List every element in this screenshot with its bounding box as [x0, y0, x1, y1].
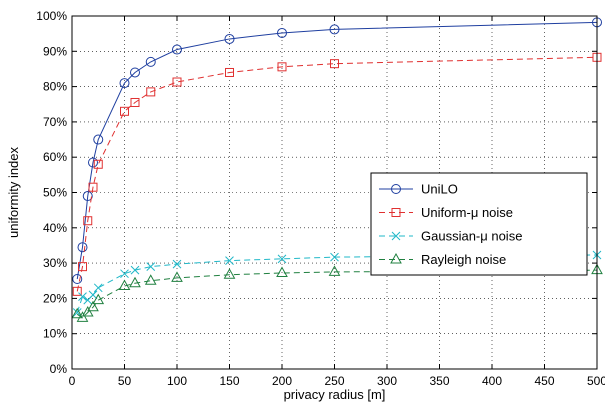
legend: UniLO Uniform-μ noise Gaussian-μ noise Rayl…: [370, 172, 588, 276]
data-point: [225, 67, 234, 77]
x-tick-label: 100: [167, 374, 187, 388]
data-point: [129, 276, 141, 288]
y-tick-label: 90%: [43, 44, 67, 58]
data-point: [145, 56, 156, 67]
data-point: [329, 24, 340, 35]
data-point: [76, 311, 89, 322]
y-tick-label: 20%: [43, 291, 67, 305]
data-point: [120, 269, 129, 279]
data-point: [130, 97, 140, 107]
y-tick-label: 40%: [43, 221, 67, 235]
x-tick-label: 0: [69, 374, 76, 388]
data-point: [172, 77, 182, 87]
x-tick-label: 300: [377, 374, 397, 388]
data-point: [277, 62, 287, 72]
x-tick-label: 150: [219, 374, 239, 388]
data-point: [172, 259, 182, 269]
data-point: [72, 308, 82, 317]
data-point: [88, 290, 98, 300]
x-tick-label: 250: [324, 374, 344, 388]
legend-marker: [390, 252, 402, 264]
data-point: [81, 305, 94, 317]
data-point: [130, 67, 140, 78]
legend-label: Rayleigh noise: [421, 252, 506, 267]
legend-marker: [391, 231, 401, 241]
data-point: [225, 256, 234, 265]
data-point: [330, 252, 339, 262]
x-tick-label: 50: [118, 374, 132, 388]
data-point: [78, 292, 87, 301]
series-line: [76, 269, 598, 319]
legend-marker: [391, 208, 401, 217]
data-point: [92, 293, 105, 305]
data-point: [83, 216, 93, 226]
data-point: [146, 87, 156, 97]
y-tick-label: 60%: [43, 150, 67, 164]
y-tick-label: 70%: [43, 115, 67, 129]
data-point: [224, 33, 235, 44]
data-point: [88, 157, 98, 168]
data-point: [118, 279, 131, 291]
y-tick-label: 0%: [50, 362, 68, 376]
legend-item: UniLO: [379, 182, 458, 197]
legend-box: [370, 172, 588, 276]
data-point: [71, 307, 84, 319]
data-point: [72, 286, 82, 296]
series-0: [72, 17, 602, 284]
x-tick-label: 350: [429, 374, 449, 388]
series-3: [71, 263, 603, 322]
legend-label: Uniform-μ noise: [421, 205, 513, 220]
data-point: [88, 182, 98, 192]
data-point: [93, 159, 103, 169]
series-1: [72, 52, 602, 296]
y-tick-label: 50%: [43, 186, 67, 200]
legend-label: UniLO: [421, 182, 458, 197]
legend-marker: [391, 184, 401, 194]
x-tick-label: 500: [587, 374, 605, 388]
data-point: [171, 271, 183, 282]
y-tick-label: 80%: [43, 80, 67, 94]
y-tick-label: 100%: [36, 9, 67, 23]
data-point: [172, 44, 182, 55]
legend-item: Uniform-μ noise: [379, 205, 513, 220]
legend-item: Gaussian-μ noise: [379, 229, 522, 244]
data-point: [78, 262, 87, 272]
data-point: [77, 242, 88, 253]
data-point: [93, 283, 103, 293]
y-tick-label: 30%: [43, 256, 67, 270]
series-2: [72, 250, 602, 317]
legend-item: Rayleigh noise: [379, 252, 506, 267]
x-tick-label: 200: [272, 374, 292, 388]
data-point: [328, 265, 341, 276]
series-line: [76, 56, 598, 292]
y-tick-label: 10%: [43, 327, 67, 341]
data-point: [146, 262, 156, 271]
legend-label: Gaussian-μ noise: [421, 229, 522, 244]
y-axis-title: uniformity index: [6, 146, 21, 238]
data-point: [144, 274, 157, 285]
x-tick-label: 450: [534, 374, 554, 388]
data-point: [87, 300, 99, 312]
data-point: [276, 266, 288, 277]
data-point: [330, 59, 339, 69]
x-axis-title: privacy radius [m]: [284, 387, 386, 402]
series-layer: [71, 17, 603, 322]
data-point: [119, 78, 130, 89]
data-point: [120, 106, 129, 116]
series-line: [76, 21, 598, 280]
data-point: [72, 273, 83, 284]
data-point: [223, 268, 236, 279]
x-tick-label: 400: [482, 374, 502, 388]
data-point: [93, 134, 104, 145]
data-point: [277, 254, 287, 264]
data-point: [130, 265, 140, 275]
data-point: [82, 191, 93, 202]
data-point: [277, 27, 287, 38]
ticks: 0 50 100 150 200 250 300 350 400 450 500 0% 10% 20% 30…: [36, 9, 605, 388]
